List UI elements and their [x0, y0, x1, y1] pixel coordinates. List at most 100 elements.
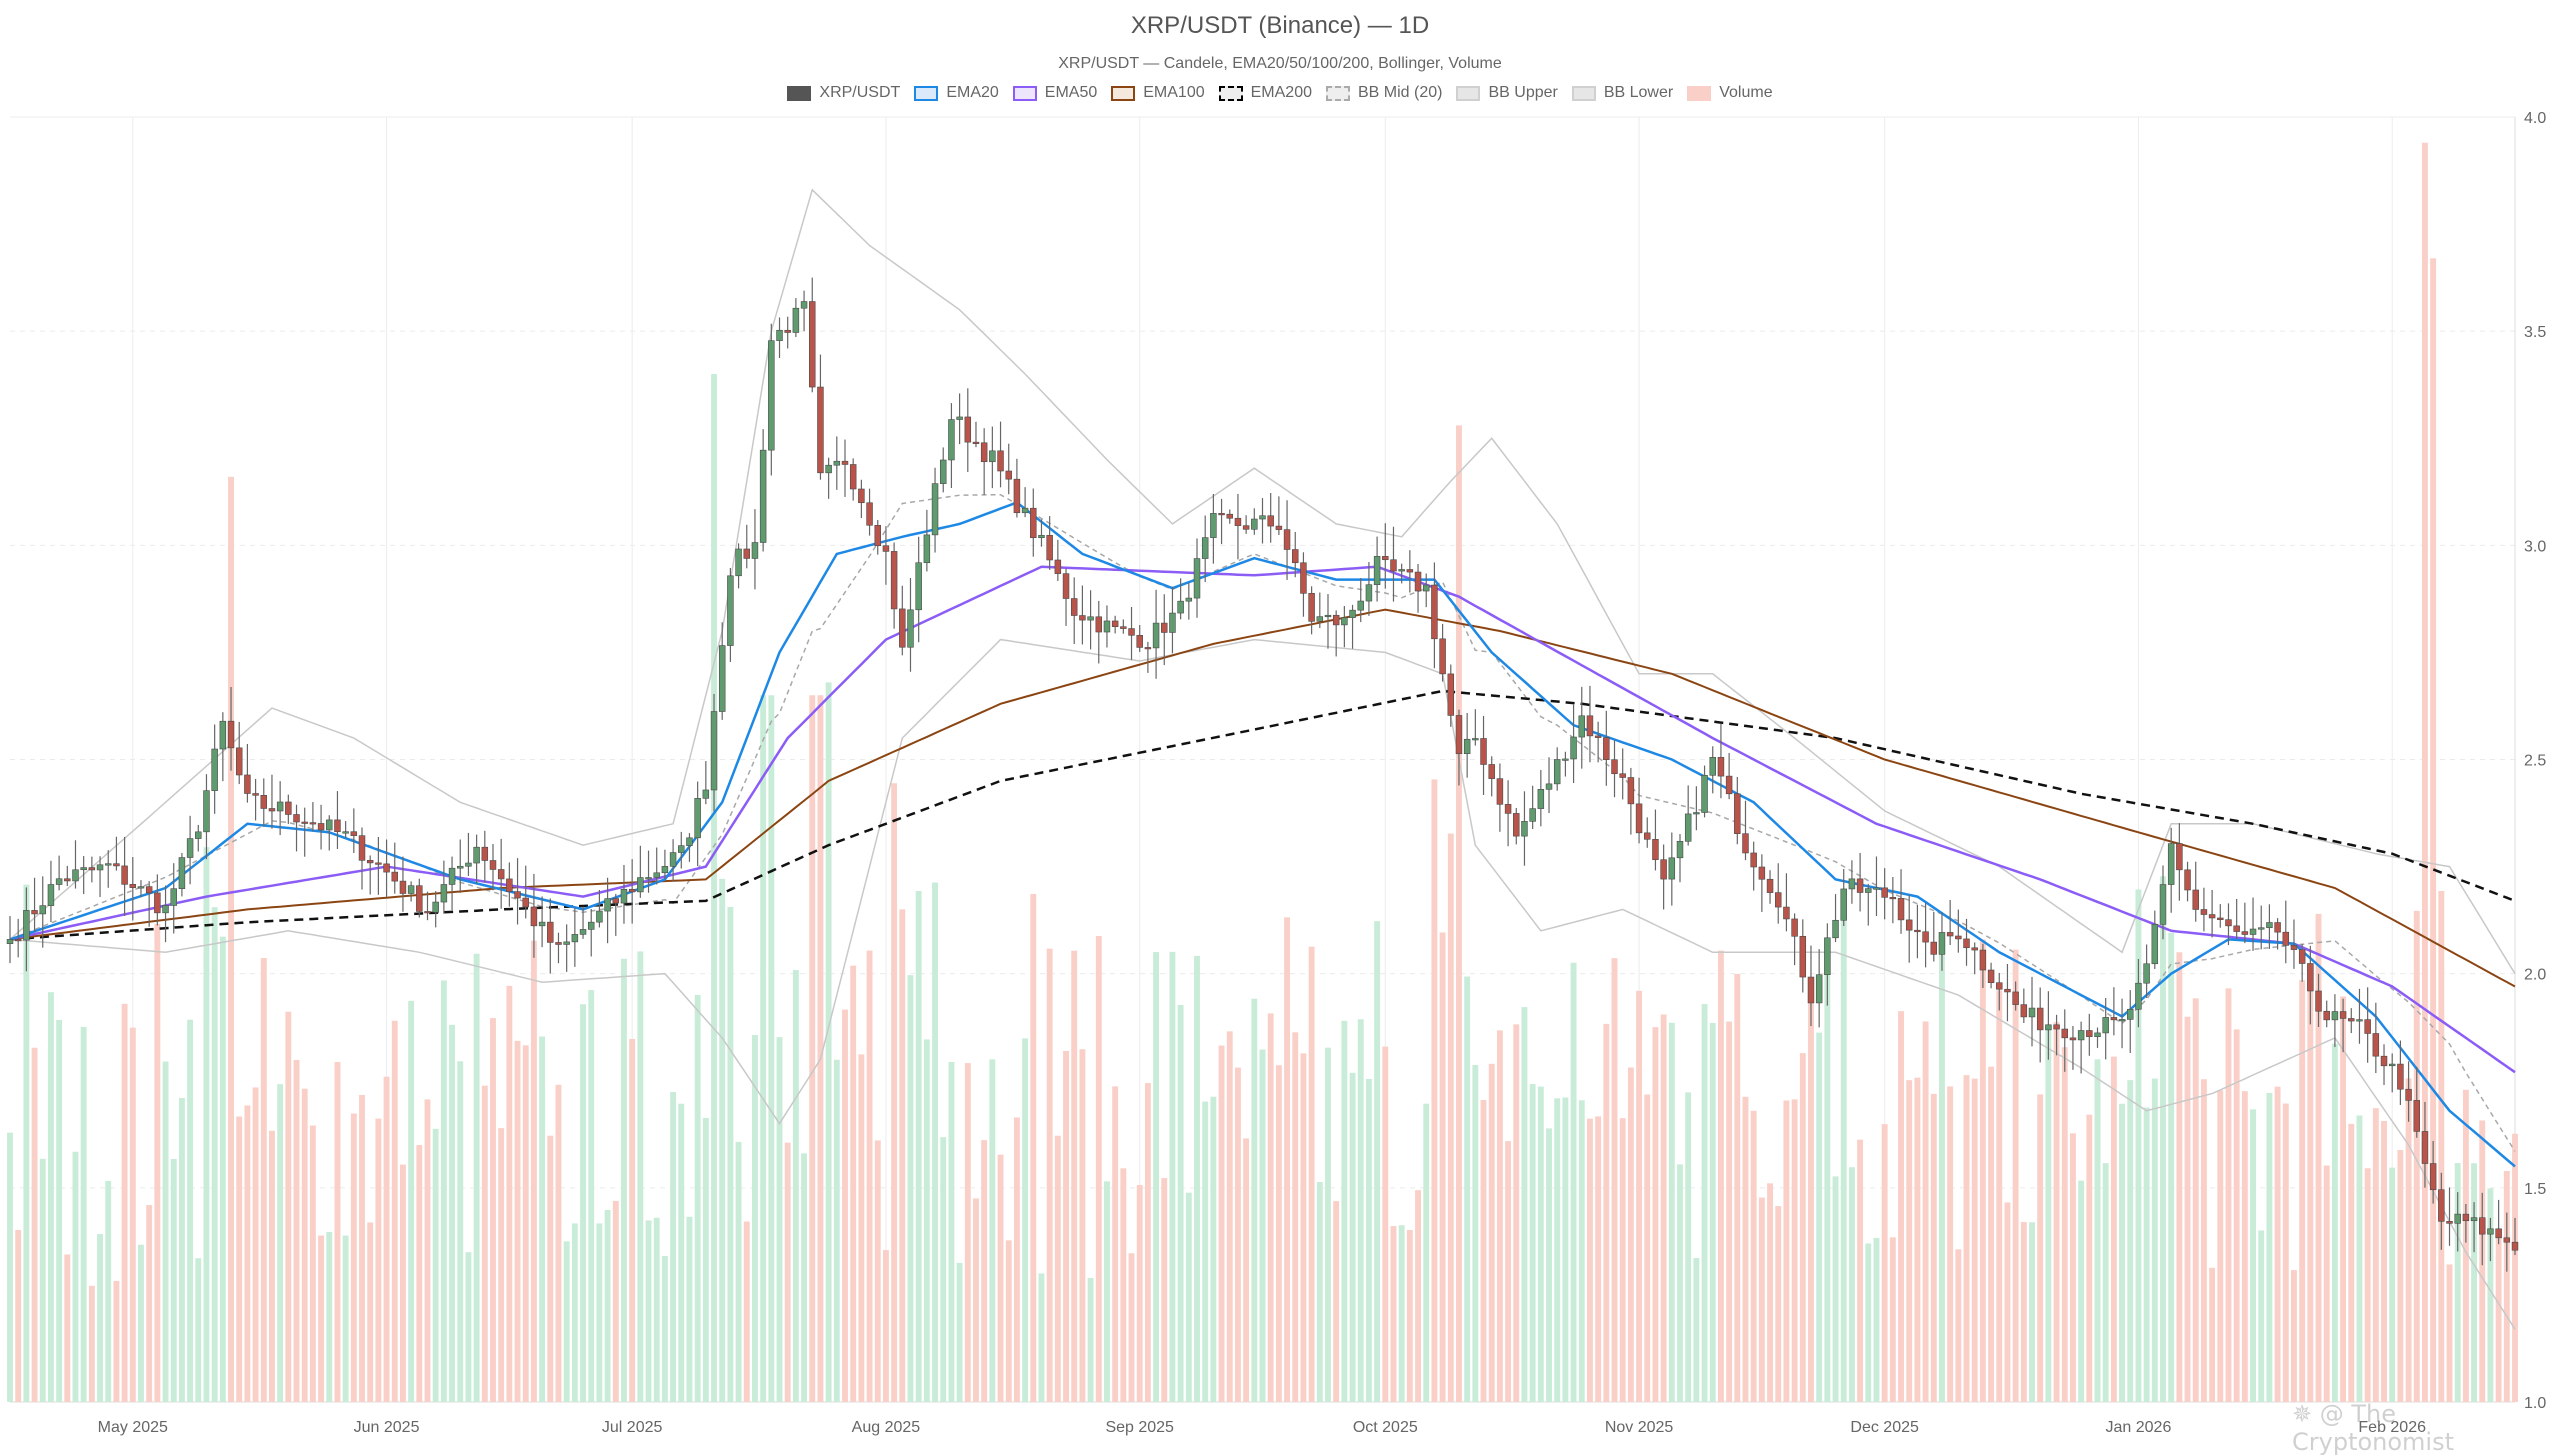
candle-body: [2217, 917, 2224, 920]
candle-body: [2151, 924, 2159, 965]
volume-bar: [1578, 1100, 1585, 1402]
legend-swatch: [1571, 85, 1596, 101]
volume-bar: [1357, 1019, 1364, 1402]
volume-bar: [907, 975, 914, 1402]
volume-bar: [2364, 1168, 2371, 1402]
volume-bar: [2151, 1078, 2158, 1402]
volume-bar: [2217, 1090, 2224, 1402]
candle-body: [1889, 897, 1897, 900]
volume-bar: [547, 1135, 554, 1402]
candle-body: [1390, 559, 1397, 572]
candle-body: [1382, 556, 1389, 561]
volume-bar: [293, 1060, 300, 1402]
legend-item[interactable]: BB Lower: [1571, 84, 1674, 102]
volume-bar: [277, 1084, 284, 1402]
volume-bar: [530, 940, 537, 1402]
volume-bar: [260, 957, 267, 1402]
legend-item[interactable]: EMA20: [914, 84, 999, 102]
bb-lower-line: [9, 638, 2516, 1330]
volume-bar: [1210, 1096, 1217, 1402]
legend-label: EMA50: [1044, 84, 1098, 101]
volume-bar: [1439, 932, 1446, 1402]
volume-bar: [162, 1061, 169, 1402]
x-tick-label: Feb 2026: [2358, 1419, 2426, 1436]
candle-body: [784, 329, 791, 333]
volume-bar: [1529, 1084, 1536, 1402]
bb-upper-line: [9, 188, 2516, 975]
legend-item[interactable]: BB Mid (20): [1326, 84, 1442, 102]
watermark-text: ✵ @ The Cryptonomist: [2292, 1400, 2455, 1456]
candle-body: [1824, 937, 1831, 975]
volume-bar: [1333, 1201, 1340, 1402]
candle-body: [1553, 759, 1561, 785]
volume-bar: [154, 923, 161, 1402]
candle-body: [1832, 919, 1839, 939]
volume-bar: [1120, 1168, 1127, 1402]
volume-bar: [1144, 1083, 1151, 1402]
candle-body: [2012, 991, 2019, 1005]
volume-bar: [2495, 1230, 2502, 1402]
volume-bar: [2200, 1079, 2207, 1402]
volume-bar: [711, 374, 717, 1402]
candle-body: [2446, 1221, 2453, 1224]
candle-body: [1152, 622, 1160, 649]
volume-bar: [56, 1019, 63, 1402]
volume-bar: [1537, 1086, 1544, 1402]
legend-item[interactable]: BB Upper: [1456, 84, 1558, 102]
candle-body: [1758, 866, 1766, 880]
candle-body: [1398, 569, 1405, 572]
volume-bar: [1750, 1110, 1757, 1402]
candle-body: [2282, 931, 2290, 946]
volume-bar: [1275, 1065, 1282, 1402]
candle-body: [1578, 715, 1586, 738]
volume-bar: [2389, 1167, 2396, 1402]
y-tick-label: 3.5: [2524, 324, 2546, 341]
volume-bar: [1259, 1049, 1266, 1402]
volume-bar: [833, 1059, 840, 1402]
volume-bar: [64, 1254, 71, 1402]
volume-bar: [1169, 951, 1176, 1402]
volume-bar: [1325, 1047, 1331, 1402]
candle-body: [219, 720, 227, 750]
candle-body: [1120, 626, 1127, 629]
x-tick-label: Nov 2025: [1605, 1419, 1674, 1436]
volume-bar: [121, 1003, 128, 1402]
candle-body: [309, 822, 317, 825]
candle-body: [1611, 759, 1618, 775]
volume-bar: [72, 1151, 79, 1402]
candle-body: [2356, 1019, 2363, 1022]
candle-body: [2315, 990, 2322, 1012]
volume-bar: [1824, 970, 1831, 1402]
candle-body: [841, 460, 849, 465]
candle-body: [1308, 593, 1315, 622]
volume-bar: [2225, 988, 2232, 1402]
volume-bar: [2274, 1086, 2281, 1402]
candle-body: [2241, 931, 2249, 935]
legend-item[interactable]: XRP/USDT: [787, 84, 900, 102]
candle-body: [555, 942, 562, 945]
candle-body: [2462, 1213, 2470, 1222]
legend-item[interactable]: EMA200: [1218, 84, 1312, 102]
candle-body: [1136, 635, 1143, 648]
volume-bar: [768, 695, 775, 1402]
legend-label: BB Lower: [1603, 84, 1674, 101]
x-tick-label: Oct 2025: [1353, 1419, 1418, 1436]
volume-bar: [940, 1137, 947, 1402]
legend-item[interactable]: EMA50: [1012, 84, 1098, 102]
candle-body: [1054, 559, 1062, 574]
candle-body: [596, 910, 603, 923]
candle-body: [2167, 843, 2175, 885]
volume-bar: [1636, 990, 1643, 1402]
legend-item[interactable]: Volume: [1687, 84, 1773, 102]
candle-body: [2274, 922, 2281, 933]
volume-bar: [2299, 980, 2306, 1402]
volume-bar: [932, 882, 938, 1402]
volume-bar: [1063, 1050, 1069, 1402]
candle-body: [1267, 515, 1274, 527]
volume-bar: [1758, 1197, 1765, 1402]
candle-body: [23, 910, 30, 941]
volume-bar: [2331, 1043, 2338, 1402]
legend-item[interactable]: EMA100: [1111, 84, 1205, 102]
candle-body: [2331, 1011, 2339, 1021]
